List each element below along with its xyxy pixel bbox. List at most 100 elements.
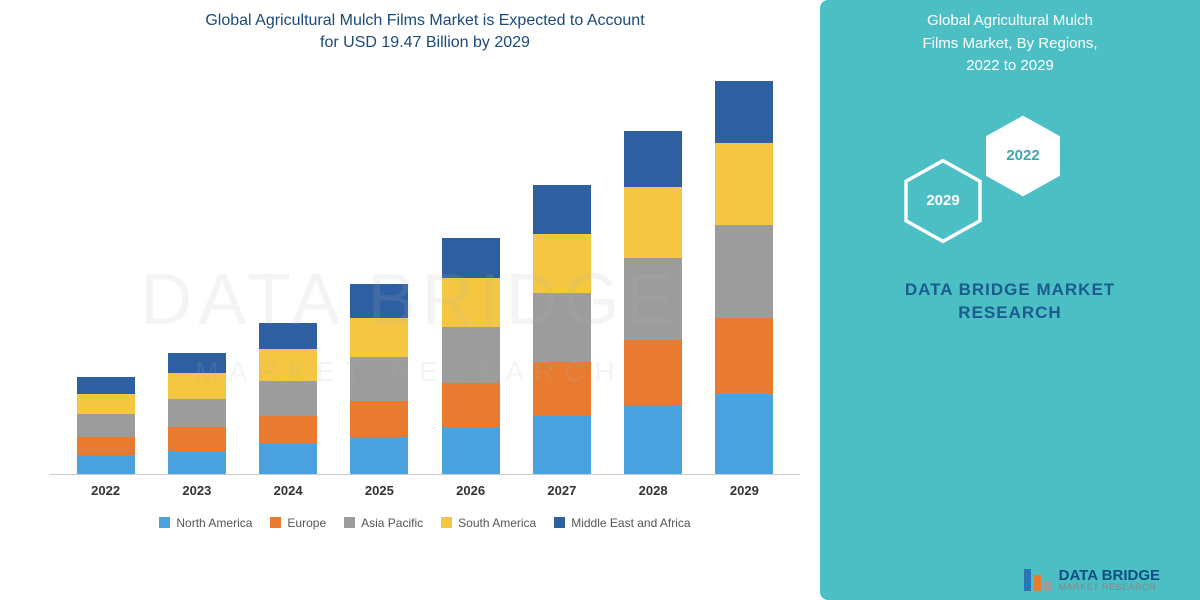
stacked-bar-chart <box>50 75 800 475</box>
side-panel: Global Agricultural Mulch Films Market, … <box>820 0 1200 600</box>
bar-segment <box>168 427 226 450</box>
bar-stack <box>168 353 226 474</box>
legend-label: Europe <box>287 516 326 530</box>
bar-segment <box>624 131 682 187</box>
bar-column <box>162 353 232 474</box>
bar-stack <box>259 323 317 474</box>
chart-title-line1: Global Agricultural Mulch Films Market i… <box>205 12 644 29</box>
bar-segment <box>77 437 135 456</box>
hexagon-2029: 2029 <box>900 158 986 244</box>
bar-segment <box>259 381 317 416</box>
legend-swatch <box>270 517 281 528</box>
bar-segment <box>624 340 682 405</box>
legend-label: Asia Pacific <box>361 516 423 530</box>
hex-year-fill-label: 2022 <box>1006 147 1039 164</box>
bar-segment <box>77 455 135 474</box>
bar-stack <box>350 284 408 474</box>
x-axis-label: 2028 <box>618 483 688 498</box>
bar-column <box>71 377 141 474</box>
bar-segment <box>533 185 591 233</box>
bar-segment <box>715 225 773 318</box>
bar-segment <box>77 414 135 436</box>
x-axis-label: 2024 <box>253 483 323 498</box>
bar-segment <box>350 437 408 474</box>
bar-segment <box>77 377 135 394</box>
bar-segment <box>168 451 226 474</box>
bar-segment <box>442 427 500 474</box>
bar-column <box>253 323 323 474</box>
side-title-line3: 2022 to 2029 <box>966 57 1054 74</box>
bar-column <box>709 81 779 474</box>
legend-label: South America <box>458 516 536 530</box>
brand-line1: DATA BRIDGE MARKET <box>905 280 1115 299</box>
bar-segment <box>715 143 773 225</box>
bar-segment <box>442 278 500 326</box>
bar-stack <box>715 81 773 474</box>
bar-column <box>436 238 506 474</box>
bar-segment <box>350 318 408 357</box>
bar-column <box>344 284 414 474</box>
bar-segment <box>350 357 408 402</box>
corner-brand-bars-icon <box>1024 569 1051 591</box>
bar-segment <box>624 258 682 340</box>
x-axis-label: 2029 <box>709 483 779 498</box>
bar-segment <box>259 444 317 474</box>
bar-segment <box>624 405 682 474</box>
bar-segment <box>442 383 500 428</box>
corner-bar <box>1034 575 1041 591</box>
brand-line2: RESEARCH <box>958 303 1061 322</box>
bar-segment <box>624 187 682 258</box>
x-axis-label: 2026 <box>436 483 506 498</box>
hexagon-2022: 2022 <box>980 113 1066 199</box>
bar-segment <box>715 318 773 394</box>
bar-segment <box>168 399 226 427</box>
bar-column <box>527 185 597 473</box>
corner-brand-text: DATA BRIDGE MARKET RESEARCH <box>1059 568 1160 592</box>
bar-segment <box>442 327 500 383</box>
legend-swatch <box>441 517 452 528</box>
legend-label: Middle East and Africa <box>571 516 690 530</box>
legend-swatch <box>554 517 565 528</box>
bar-segment <box>259 323 317 349</box>
legend-item: North America <box>159 516 252 530</box>
bar-segment <box>168 353 226 373</box>
x-axis-label: 2023 <box>162 483 232 498</box>
bar-stack <box>624 131 682 473</box>
corner-bar <box>1044 581 1051 591</box>
bar-segment <box>715 394 773 474</box>
hexagon-graphic: 2029 2022 <box>840 98 1180 268</box>
bar-segment <box>715 81 773 142</box>
bar-segment <box>259 416 317 444</box>
bar-segment <box>533 234 591 294</box>
bar-stack <box>533 185 591 473</box>
side-title-line1: Global Agricultural Mulch <box>927 12 1093 29</box>
chart-title-line2: for USD 19.47 Billion by 2029 <box>320 34 530 51</box>
legend-item: Asia Pacific <box>344 516 423 530</box>
side-brand: DATA BRIDGE MARKET RESEARCH <box>840 278 1180 326</box>
side-title-line2: Films Market, By Regions, <box>922 35 1097 52</box>
hex-year-outline-label: 2029 <box>926 192 959 209</box>
bar-segment <box>533 416 591 474</box>
chart-area: DATA BRIDGE MARKET RESEARCH Global Agric… <box>0 0 820 600</box>
x-axis-labels: 20222023202420252026202720282029 <box>50 483 800 498</box>
bar-stack <box>442 238 500 474</box>
bar-column <box>618 131 688 473</box>
bar-segment <box>533 362 591 416</box>
legend-item: South America <box>441 516 536 530</box>
legend-swatch <box>159 517 170 528</box>
x-axis-label: 2027 <box>527 483 597 498</box>
chart-title: Global Agricultural Mulch Films Market i… <box>50 10 800 55</box>
main-container: DATA BRIDGE MARKET RESEARCH Global Agric… <box>0 0 1200 600</box>
legend-item: Europe <box>270 516 326 530</box>
bar-segment <box>168 373 226 399</box>
legend-label: North America <box>176 516 252 530</box>
corner-bar <box>1024 569 1031 591</box>
chart-legend: North America Europe Asia Pacific South Ame… <box>50 516 800 530</box>
corner-brand-sub: MARKET RESEARCH <box>1059 583 1160 592</box>
bar-segment <box>259 349 317 381</box>
legend-item: Middle East and Africa <box>554 516 690 530</box>
x-axis-label: 2025 <box>344 483 414 498</box>
bar-stack <box>77 377 135 474</box>
bar-segment <box>77 394 135 414</box>
corner-brand-logo: DATA BRIDGE MARKET RESEARCH <box>1024 568 1160 592</box>
